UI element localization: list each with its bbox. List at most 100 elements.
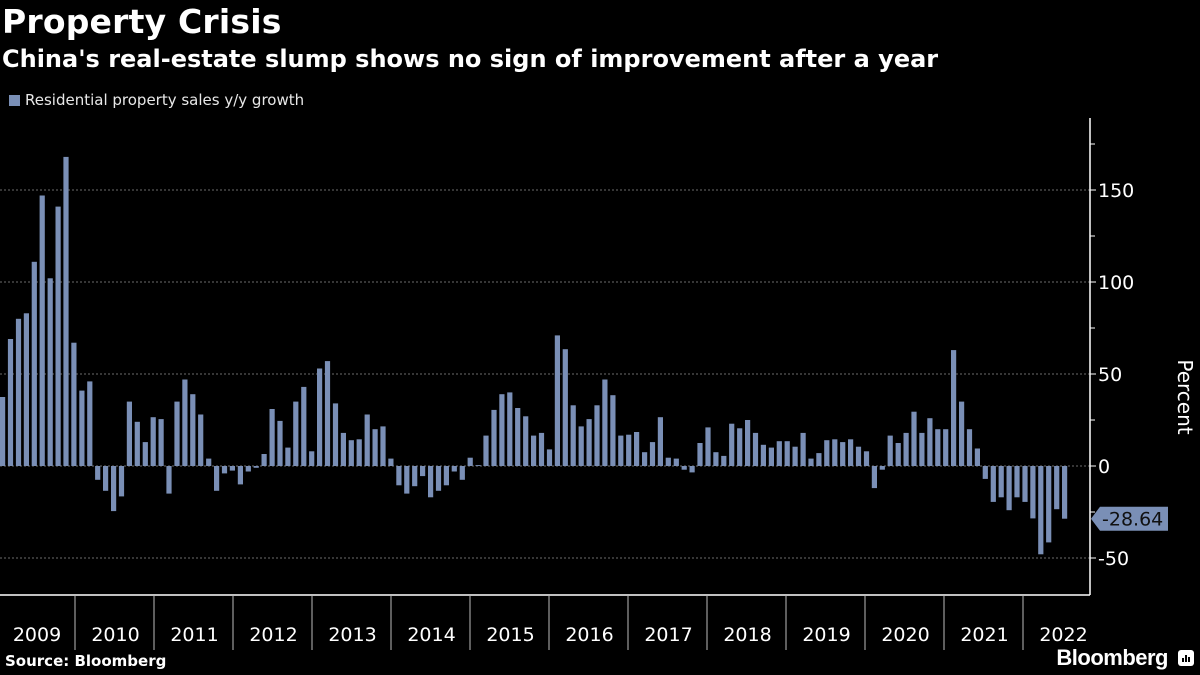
bar bbox=[459, 466, 465, 480]
bar bbox=[15, 318, 22, 466]
bar bbox=[594, 405, 600, 466]
bar bbox=[1046, 466, 1052, 543]
last-value-tag bbox=[1091, 506, 1168, 531]
bar bbox=[190, 394, 196, 466]
bar bbox=[467, 457, 473, 466]
x-tick-label: 2009 bbox=[13, 624, 61, 646]
bar bbox=[420, 466, 426, 477]
bars bbox=[0, 156, 1068, 555]
y-tick-label: 100 bbox=[1098, 272, 1134, 294]
x-tick-label: 2010 bbox=[91, 624, 139, 646]
bar bbox=[721, 455, 727, 466]
bar bbox=[848, 439, 854, 466]
x-tick-label: 2022 bbox=[1039, 624, 1087, 646]
bar bbox=[388, 458, 394, 466]
bar bbox=[935, 429, 941, 466]
x-tick-label: 2015 bbox=[486, 624, 534, 646]
bar bbox=[491, 409, 497, 466]
bar bbox=[293, 401, 299, 466]
bar bbox=[729, 423, 735, 466]
bar bbox=[1062, 466, 1068, 519]
y-axis: -50 0 50 100 150 -28.64 bbox=[1089, 118, 1168, 595]
bar bbox=[23, 313, 29, 466]
bar bbox=[317, 368, 323, 466]
x-tick-label: 2017 bbox=[644, 624, 692, 646]
source-note: Source: Bloomberg bbox=[5, 652, 167, 670]
bar bbox=[483, 435, 489, 466]
bar bbox=[253, 466, 259, 468]
y-tick-label: 0 bbox=[1098, 456, 1110, 478]
bar bbox=[221, 466, 228, 474]
bar bbox=[927, 418, 933, 466]
bar bbox=[657, 417, 663, 466]
bar bbox=[198, 414, 204, 466]
bar bbox=[1014, 466, 1020, 498]
bar bbox=[887, 435, 893, 466]
bar bbox=[959, 401, 965, 466]
bar bbox=[863, 451, 870, 466]
bar bbox=[634, 432, 640, 466]
bar bbox=[380, 426, 386, 466]
bar bbox=[1022, 466, 1028, 502]
bar bbox=[245, 466, 251, 472]
bar bbox=[324, 361, 331, 466]
bar bbox=[348, 440, 354, 466]
x-tick-label: 2011 bbox=[170, 624, 218, 646]
bar bbox=[816, 453, 822, 466]
bar bbox=[79, 390, 85, 466]
bar bbox=[95, 466, 101, 480]
bar bbox=[103, 466, 109, 491]
bar bbox=[871, 466, 877, 489]
bar bbox=[340, 432, 346, 466]
y-tick-label: -50 bbox=[1098, 548, 1129, 570]
chart-title: Property Crisis bbox=[2, 2, 282, 41]
bar bbox=[919, 432, 925, 466]
bar bbox=[626, 434, 632, 466]
bar bbox=[1006, 466, 1012, 511]
bar bbox=[63, 156, 69, 466]
x-axis: 2009 2010 2011 2012 2013 2014 2015 2016 2017 2018… bbox=[0, 594, 1090, 650]
bar bbox=[412, 466, 418, 487]
bar bbox=[214, 466, 220, 491]
bar bbox=[372, 429, 378, 466]
bar bbox=[824, 440, 830, 466]
bar bbox=[229, 466, 235, 471]
y-tick-label: 50 bbox=[1098, 364, 1122, 386]
legend-label: Residential property sales y/y growth bbox=[25, 91, 305, 109]
bar bbox=[808, 458, 814, 466]
bar bbox=[998, 466, 1004, 498]
bar bbox=[531, 435, 537, 466]
bar bbox=[649, 442, 656, 466]
bar bbox=[673, 458, 679, 466]
bar bbox=[546, 449, 553, 466]
bar bbox=[126, 401, 132, 466]
bar bbox=[895, 443, 901, 466]
bar bbox=[911, 411, 917, 466]
x-tick-label: 2019 bbox=[802, 624, 850, 646]
bar bbox=[768, 447, 774, 466]
bar bbox=[974, 448, 980, 466]
last-value-label: -28.64 bbox=[1102, 509, 1163, 531]
x-tick-label: 2013 bbox=[328, 624, 376, 646]
bar bbox=[578, 426, 584, 466]
bar bbox=[55, 206, 61, 466]
bar bbox=[285, 447, 291, 466]
bar bbox=[665, 457, 671, 466]
bar bbox=[705, 427, 711, 466]
bar bbox=[800, 432, 806, 466]
bar bbox=[982, 466, 988, 479]
chart-subtitle: China's real-estate slump shows no sign … bbox=[2, 45, 939, 73]
bar bbox=[166, 466, 172, 494]
bar bbox=[39, 195, 45, 466]
bar bbox=[1030, 466, 1036, 519]
bar bbox=[737, 428, 743, 466]
bar bbox=[618, 435, 624, 466]
legend: Residential property sales y/y growth bbox=[9, 91, 304, 109]
bar bbox=[206, 458, 212, 466]
bar bbox=[142, 442, 148, 466]
bar bbox=[697, 443, 703, 466]
bar bbox=[642, 452, 648, 466]
bar bbox=[990, 466, 996, 502]
bar bbox=[301, 386, 307, 466]
